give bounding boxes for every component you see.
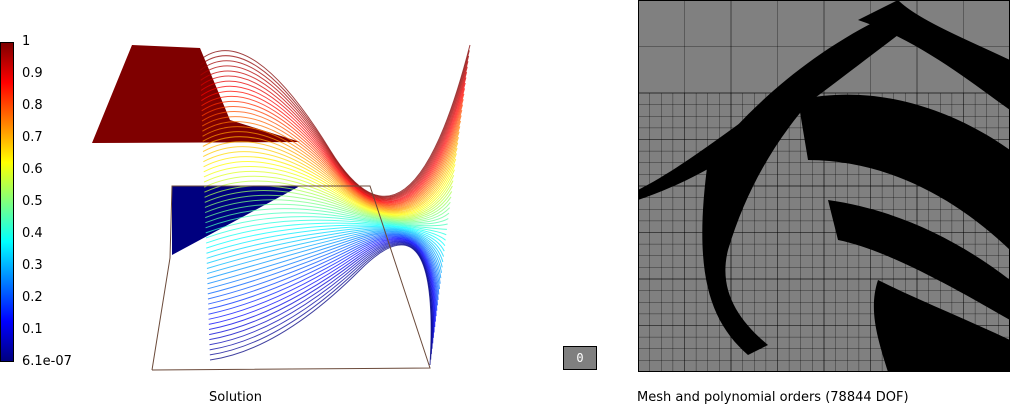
surface-curve: [204, 180, 453, 219]
surface-curve: [207, 232, 440, 290]
mesh-border: [638, 0, 1010, 372]
frame-number-button[interactable]: 0: [563, 346, 597, 370]
surface-curve: [207, 234, 439, 300]
surface-curve: [207, 231, 441, 285]
solution-surface: [92, 44, 471, 366]
mesh-refined-patch: [798, 94, 1010, 251]
surface-curve: [202, 141, 459, 212]
bounding-box: [151, 185, 431, 371]
surface-curve: [205, 212, 448, 229]
surface-curve: [203, 156, 457, 215]
surface-curve: [204, 185, 453, 220]
surface-curve: [201, 93, 465, 205]
surface-curve: [203, 170, 455, 217]
surface-curve: [208, 235, 438, 306]
colorbar-tick-label: 0.9: [22, 66, 43, 81]
surface-curve: [200, 66, 468, 200]
surface-curve: [202, 126, 461, 210]
surface-curve: [207, 230, 442, 280]
mesh-element-grid: [638, 0, 1010, 372]
surface-curve: [203, 161, 456, 216]
surface-curve: [200, 82, 466, 203]
solution-plot[interactable]: [80, 0, 560, 380]
surface-curve: [205, 208, 449, 225]
surface-curve: [200, 71, 468, 201]
colorbar-tick-label: 6.1e-07: [22, 354, 72, 369]
colorbar-tick-label: 0.7: [22, 130, 43, 145]
colorbar-tick-label: 0.1: [22, 322, 43, 337]
surface-curve: [208, 236, 438, 311]
mesh-refined-patch: [858, 0, 1010, 110]
surface-curve: [206, 224, 446, 249]
mesh-plot[interactable]: [638, 0, 1010, 372]
colorbar-tick-label: 0.3: [22, 258, 43, 273]
surface-curve: [202, 136, 459, 211]
surface-curve: [204, 199, 451, 223]
colorbar-gradient: [0, 42, 14, 362]
solution-caption: Solution: [209, 390, 262, 405]
colorbar-tick-label: 1: [22, 34, 31, 49]
surface-curve: [201, 109, 463, 207]
surface-curve: [200, 77, 467, 202]
colorbar-tick-label: 0.4: [22, 226, 43, 241]
surface-curve: [205, 222, 446, 244]
surface-curve: [206, 227, 445, 259]
surface-low-plane: [172, 186, 300, 255]
surface-curve: [208, 236, 437, 317]
surface-curve: [202, 120, 461, 209]
surface-curve: [201, 99, 464, 206]
surface-curve: [202, 131, 460, 210]
surface-curve: [208, 238, 436, 328]
surface-high-plane: [92, 45, 300, 143]
surface-curve: [199, 44, 471, 197]
surface-curve: [200, 55, 470, 199]
colorbar-tick-label: 0.6: [22, 162, 43, 177]
colorbar-tick-label: 0.5: [22, 194, 43, 209]
surface-curve: [208, 239, 435, 333]
surface-curve: [204, 194, 451, 222]
surface-curve: [205, 203, 450, 224]
surface-curve: [203, 165, 455, 217]
surface-curve: [209, 243, 432, 360]
surface-curve: [209, 244, 432, 366]
surface-curve: [207, 233, 440, 295]
surface-curve: [204, 175, 454, 218]
surface-curve: [205, 219, 447, 239]
surface-curve: [203, 151, 457, 214]
surface-curve: [202, 146, 458, 213]
surface-curve: [200, 61, 469, 200]
surface-curve: [205, 216, 447, 234]
surface-curve: [201, 88, 466, 204]
surface-curve: [206, 229, 443, 275]
colorbar-labels: 1 0.9 0.8 0.7 0.6 0.5 0.4 0.3 0.2 0.1 6.1e-07: [22, 34, 102, 374]
surface-curve: [206, 228, 444, 264]
mesh-refined-patch: [828, 200, 1010, 320]
colorbar-tick-label: 0.2: [22, 290, 43, 305]
surface-curve: [199, 50, 470, 198]
colorbar-tick-label: 0.8: [22, 98, 43, 113]
surface-curve: [201, 115, 462, 208]
mesh-caption: Mesh and polynomial orders (78844 DOF): [637, 390, 909, 405]
surface-curve: [206, 226, 445, 254]
surface-curve: [206, 229, 443, 269]
surface-curve: [208, 237, 436, 322]
surface-curve: [201, 104, 464, 206]
mesh-refined-patch: [702, 20, 900, 355]
surface-curve: [204, 190, 452, 221]
